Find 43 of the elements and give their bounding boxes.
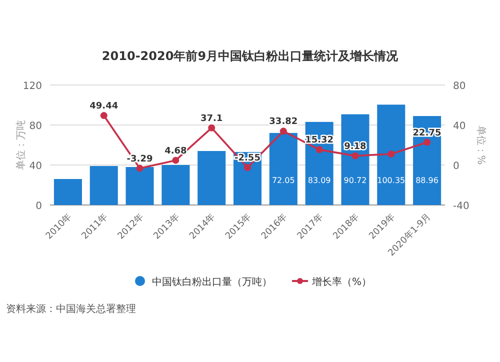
y-tick-label: 40 bbox=[29, 161, 42, 172]
point bbox=[136, 164, 144, 172]
point bbox=[280, 128, 287, 135]
y-tick-label: 120 bbox=[22, 81, 42, 92]
data-label: 90.72 bbox=[344, 176, 367, 185]
point bbox=[424, 138, 431, 146]
bar bbox=[54, 179, 82, 205]
y-axis-title: 单位：万吨 bbox=[15, 120, 27, 170]
point bbox=[316, 146, 323, 154]
y2-tick-label: -40 bbox=[453, 201, 470, 212]
y2-axis-title: 单位：% bbox=[475, 125, 487, 165]
data-label: 49.44 bbox=[90, 102, 118, 112]
point bbox=[352, 152, 359, 160]
y-tick-label: 80 bbox=[29, 121, 42, 132]
y2-tick-label: 40 bbox=[453, 121, 466, 132]
chart-title: 2010-2020年前9月中国钛白粉出口量统计及增长情况 bbox=[102, 49, 400, 63]
data-label: 72.05 bbox=[272, 176, 295, 185]
legend-label: 中国钛白粉出口量（万吨） bbox=[152, 276, 272, 288]
bar bbox=[341, 114, 370, 205]
bar bbox=[126, 167, 154, 205]
bar bbox=[162, 165, 190, 205]
data-label: 22.75 bbox=[412, 128, 442, 138]
y2-tick-label: 80 bbox=[453, 81, 466, 92]
bar bbox=[269, 132, 298, 205]
point bbox=[244, 164, 251, 172]
data-label: 15.32 bbox=[305, 136, 334, 146]
bar bbox=[90, 166, 118, 205]
data-label: 83.09 bbox=[308, 176, 331, 185]
point bbox=[172, 156, 180, 164]
y-tick-label: 0 bbox=[36, 201, 42, 212]
data-label: 100.35 bbox=[377, 176, 406, 185]
legend-label: 增长率（%） bbox=[311, 276, 372, 288]
data-label: 33.82 bbox=[269, 117, 298, 128]
data-label: 88.96 bbox=[416, 176, 438, 185]
point bbox=[208, 124, 216, 132]
bar bbox=[198, 151, 226, 205]
point bbox=[388, 150, 395, 158]
point bbox=[100, 112, 108, 120]
data-label: 37.1 bbox=[200, 114, 223, 124]
data-label: 9.18 bbox=[344, 142, 366, 152]
y2-tick-label: 0 bbox=[453, 161, 460, 172]
text: 资料来源：中国海关总署整理 bbox=[6, 303, 136, 315]
bar bbox=[377, 104, 406, 205]
